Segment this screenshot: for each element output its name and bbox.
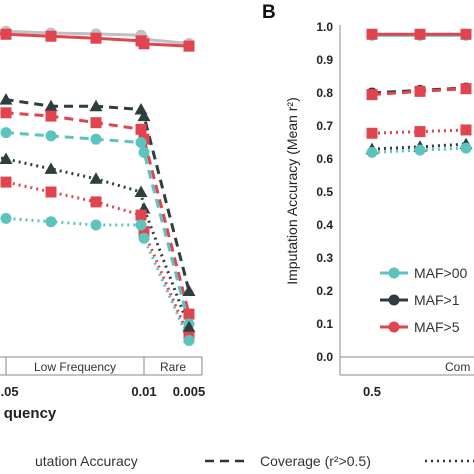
data-point-thr_red: [45, 186, 57, 198]
data-point-thr_dark: [44, 162, 58, 174]
panel-b-y-axis-title: Imputation Accuracy (Mean r²): [284, 97, 300, 285]
legend-label: MAF>1: [414, 292, 460, 308]
panel-b-y-tick-labels: 0.0 0.1 0.2 0.3 0.4 0.5 0.6 0.7 0.8 0.9 1.0: [316, 20, 333, 364]
data-point-thr_teal: [90, 219, 102, 231]
x-tick-label: 0.05: [0, 384, 19, 399]
data-point-thr_teal: [138, 232, 150, 244]
data-point-cov_teal: [135, 137, 147, 148]
data-point-acc_red: [90, 32, 102, 44]
y-tick-label: 0.4: [316, 218, 333, 232]
data-point-cov_teal: [90, 133, 102, 145]
bottom-legend-coverage-label: Coverage (r²>0.5): [260, 453, 371, 469]
data-point-mid_red: [414, 85, 426, 97]
legend-label: MAF>5: [414, 319, 460, 335]
data-point-thr_red: [138, 226, 150, 238]
y-tick-label: 0.5: [316, 185, 333, 199]
data-point-thr_dark: [89, 172, 103, 184]
data-point-cov_dark: [137, 109, 151, 122]
y-tick-label: 0.3: [316, 251, 333, 265]
legend-swatch-marker: [388, 321, 400, 333]
legend-swatch-marker: [388, 294, 400, 306]
bottom-legend-accuracy-label: utation Accuracy: [35, 453, 138, 469]
y-tick-label: 0.0: [316, 350, 333, 364]
panel-b-label: B: [262, 2, 276, 23]
y-tick-label: 1.0: [316, 20, 333, 34]
panel-a-series-markers: [0, 25, 196, 346]
x-tick-label: 0.01: [131, 384, 156, 399]
panel-b-bin-label-common: Com: [445, 360, 470, 374]
panel-a-chart: Low Frequency Rare quency 0.05 0.01 0.005: [0, 25, 205, 422]
panel-a-x-axis-title: quency: [4, 405, 57, 422]
x-tick-label: 0.005: [173, 384, 206, 399]
data-point-thr_teal: [135, 219, 147, 231]
data-point-low_red: [366, 127, 378, 139]
panel-a-bin-label-rare: Rare: [160, 360, 186, 374]
data-point-cov_red: [0, 107, 12, 119]
data-point-cov_red: [90, 117, 102, 129]
data-point-thr_red: [0, 176, 12, 188]
bottom-legend: utation Accuracy Coverage (r²>0.5): [35, 453, 474, 469]
data-point-cov_red: [183, 308, 195, 320]
legend-label: MAF>00: [414, 265, 468, 281]
data-point-cov_red: [135, 123, 147, 135]
panel-b-legend: MAF>00 MAF>1 MAF>5: [375, 255, 474, 340]
x-tick-label: 0.5: [363, 384, 381, 399]
y-tick-label: 0.6: [316, 152, 333, 166]
data-point-cov_red: [45, 110, 57, 122]
data-point-low_teal: [460, 142, 472, 154]
panel-a-bin-label-low-frequency: Low Frequency: [34, 360, 116, 374]
data-point-cov_teal: [0, 127, 12, 139]
data-point-low_red: [460, 124, 472, 136]
data-point-cov_dark: [182, 284, 196, 296]
panel-b-x-tick-labels: 0.5: [363, 384, 381, 399]
data-point-acc_red: [45, 30, 57, 42]
data-point-cov_teal: [138, 146, 150, 158]
y-tick-label: 0.2: [316, 284, 333, 298]
data-point-low_teal: [414, 144, 426, 156]
panel-b-chart: B Com Imputation Accuracy (Mean r²) 0.00…: [262, 2, 474, 399]
data-point-thr_red: [90, 196, 102, 208]
data-point-cov_dark: [0, 93, 13, 105]
data-point-upper_red: [366, 28, 378, 40]
panel-b-series-markers: [365, 28, 473, 158]
data-point-acc_red: [138, 38, 150, 50]
data-point-low_teal: [366, 146, 378, 158]
data-point-thr_teal: [45, 216, 57, 228]
data-point-upper_red: [460, 28, 472, 40]
data-point-thr_dark: [182, 320, 196, 333]
data-point-cov_dark: [89, 99, 103, 112]
data-point-upper_red: [414, 28, 426, 40]
y-tick-label: 0.9: [316, 53, 333, 67]
data-point-thr_teal: [0, 212, 12, 224]
y-tick-label: 0.1: [316, 317, 333, 331]
legend-swatch-marker: [388, 267, 400, 279]
data-point-cov_dark: [44, 99, 58, 112]
data-point-cov_teal: [45, 130, 57, 142]
data-point-acc_red: [183, 40, 195, 52]
data-point-low_red: [414, 126, 426, 138]
y-tick-label: 0.8: [316, 86, 333, 100]
y-tick-label: 0.7: [316, 119, 333, 133]
data-point-thr_red: [135, 209, 147, 221]
data-point-mid_red: [366, 89, 378, 101]
data-point-acc_red: [0, 28, 12, 40]
data-point-mid_red: [460, 83, 472, 95]
data-point-thr_dark: [134, 185, 148, 197]
data-point-thr_dark: [0, 152, 13, 164]
data-point-thr_teal: [183, 335, 195, 346]
panel-a-x-tick-labels: 0.05 0.01 0.005: [0, 384, 205, 399]
